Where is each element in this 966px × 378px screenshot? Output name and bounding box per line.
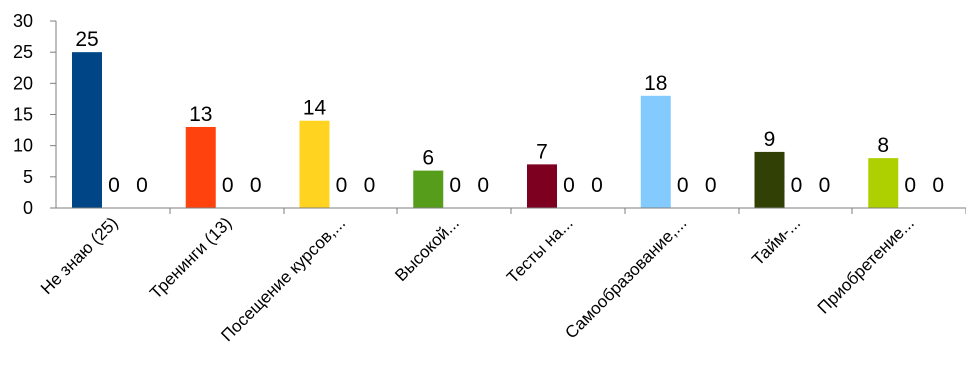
bars — [72, 52, 899, 208]
bar — [299, 120, 330, 208]
y-tick-label: 15 — [13, 105, 33, 125]
y-tick-label: 10 — [13, 136, 33, 156]
data-label-zero: 0 — [591, 174, 603, 197]
data-label: 13 — [189, 103, 212, 126]
data-label-zero: 0 — [563, 174, 575, 197]
data-label-zero: 0 — [677, 174, 689, 197]
x-category-label: Тренинги (13) — [146, 213, 235, 302]
x-category-label: Самообразование,... — [561, 213, 690, 342]
x-category-label: Тесты на... — [503, 213, 577, 287]
data-label-zero: 0 — [705, 174, 717, 197]
bar — [868, 158, 899, 208]
data-label: 9 — [764, 128, 776, 151]
data-label: 25 — [75, 28, 98, 51]
data-label-zero: 0 — [932, 174, 944, 197]
x-category-label: Приобретение... — [814, 213, 918, 317]
data-label-zero: 0 — [336, 174, 348, 197]
x-category-label: Не знаю (25) — [37, 213, 122, 298]
bar — [185, 126, 216, 208]
data-label-zero: 0 — [222, 174, 234, 197]
data-label-zero: 0 — [791, 174, 803, 197]
x-category-label: Тайм-... — [748, 213, 804, 269]
data-label: 14 — [303, 97, 327, 120]
data-label-zero: 0 — [250, 174, 262, 197]
data-label-zero: 0 — [449, 174, 461, 197]
data-label-zero: 0 — [904, 174, 916, 197]
bar — [527, 164, 557, 208]
y-tick-label: 0 — [23, 198, 33, 218]
category-labels: Не знаю (25) Тренинги (13)Посещение курсо… — [37, 213, 918, 345]
y-axis-ticks: 0 5 10 15 20 25 30 — [13, 11, 56, 218]
data-label: 8 — [877, 134, 889, 157]
y-tick-label: 25 — [13, 42, 33, 62]
y-tick-label: 5 — [23, 167, 33, 187]
data-label-zero: 0 — [819, 174, 831, 197]
data-label-zero: 0 — [477, 174, 489, 197]
x-category-label: Высокой... — [391, 213, 463, 285]
bar — [640, 95, 671, 208]
bar — [754, 151, 785, 208]
data-label: 18 — [644, 72, 667, 95]
y-tick-label: 20 — [13, 73, 33, 93]
data-label-zero: 0 — [108, 174, 120, 197]
x-category-label: Посещение курсов,... — [217, 213, 349, 345]
data-label: 6 — [422, 147, 434, 170]
x-axis-ticks — [169, 208, 966, 214]
data-label: 7 — [536, 140, 548, 163]
data-label-zero: 0 — [364, 174, 376, 197]
bar — [72, 52, 102, 208]
axes — [55, 21, 966, 209]
data-label-zero: 0 — [136, 174, 148, 197]
y-tick-label: 30 — [13, 11, 33, 31]
bar — [413, 170, 444, 208]
